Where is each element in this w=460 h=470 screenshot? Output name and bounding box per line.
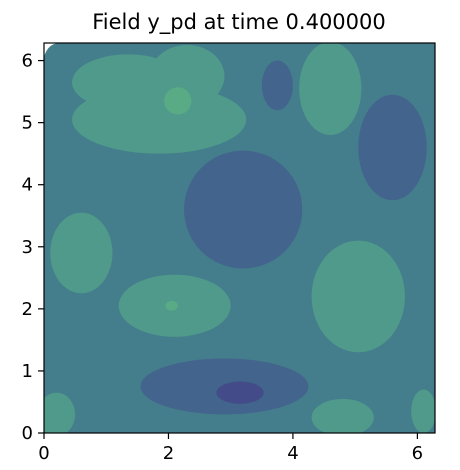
y-tick-label: 0 — [22, 423, 33, 444]
y-tick-label: 5 — [22, 113, 33, 134]
y-tick-label: 1 — [22, 361, 33, 382]
field-region-high — [311, 240, 405, 353]
y-tick-label: 6 — [22, 51, 33, 72]
field-region-low — [358, 94, 427, 201]
x-tick-label: 2 — [163, 443, 174, 464]
x-tick-label: 6 — [412, 443, 423, 464]
y-tick-label: 3 — [22, 237, 33, 258]
field-region-high — [50, 212, 113, 294]
field-region-low — [261, 60, 293, 111]
field-region-low — [184, 150, 303, 269]
field-region-very-high — [165, 300, 178, 311]
x-tick-label: 0 — [38, 443, 49, 464]
blank-corner — [44, 43, 60, 57]
axes: 0 2 4 6 0 1 2 3 4 5 6 — [22, 42, 436, 464]
plot-frame — [43, 42, 436, 434]
chart-title: Field y_pd at time 0.400000 — [92, 10, 386, 35]
x-tick-label: 4 — [287, 443, 298, 464]
field-region-high — [411, 389, 435, 433]
y-tick-label: 2 — [22, 299, 33, 320]
field-region-very-high — [164, 87, 192, 115]
heatmap-field — [44, 43, 435, 433]
y-tick-label: 4 — [22, 175, 33, 196]
field-region-high — [311, 398, 374, 433]
field-region-high — [44, 392, 76, 433]
field-region-high — [299, 43, 362, 136]
field-region-very-low — [216, 381, 264, 404]
